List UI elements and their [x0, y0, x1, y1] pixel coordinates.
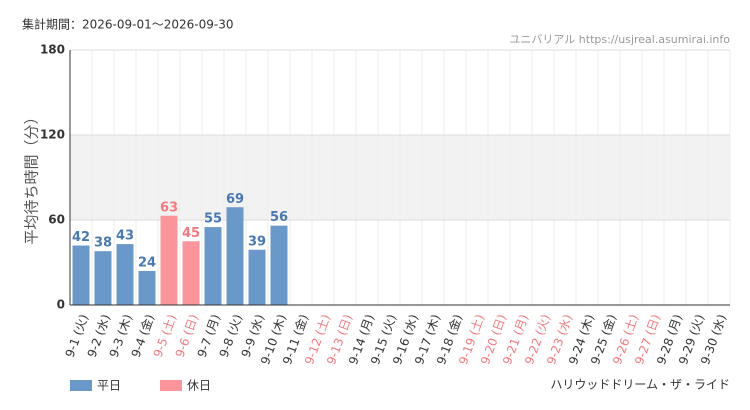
value-label: 43 — [116, 229, 134, 244]
bar — [72, 245, 90, 305]
y-tick-label: 0 — [57, 298, 65, 312]
y-axis-label: 平均待ち時間（分） — [23, 109, 41, 244]
bar — [138, 271, 156, 305]
value-label: 45 — [182, 226, 200, 241]
value-label: 38 — [94, 236, 112, 251]
y-tick-label: 60 — [48, 213, 65, 227]
y-tick-label: 120 — [40, 128, 65, 142]
bar — [226, 207, 244, 305]
value-label: 24 — [138, 256, 156, 271]
value-label: 69 — [226, 192, 244, 207]
bar — [248, 249, 266, 305]
y-tick-label: 180 — [40, 43, 65, 57]
chart-title: 集計期間：2026-09-01～2026-09-30 — [22, 17, 233, 32]
source: ユニバリアル https://usjreal.asumirai.info — [509, 33, 730, 46]
bar — [116, 244, 134, 305]
legend-swatch — [70, 380, 92, 391]
value-label: 39 — [248, 234, 266, 249]
bar — [182, 241, 200, 305]
bar — [94, 251, 112, 305]
value-label: 55 — [204, 212, 222, 227]
value-label: 56 — [270, 210, 288, 225]
value-label: 63 — [160, 200, 178, 215]
legend-label: 平日 — [97, 379, 121, 393]
bar — [160, 215, 178, 305]
footer: ハリウッドドリーム・ザ・ライド — [550, 378, 730, 392]
legend-swatch — [160, 380, 182, 391]
bar — [270, 225, 288, 305]
bar — [204, 227, 222, 305]
value-label: 42 — [72, 230, 90, 245]
legend-label: 休日 — [187, 379, 211, 393]
